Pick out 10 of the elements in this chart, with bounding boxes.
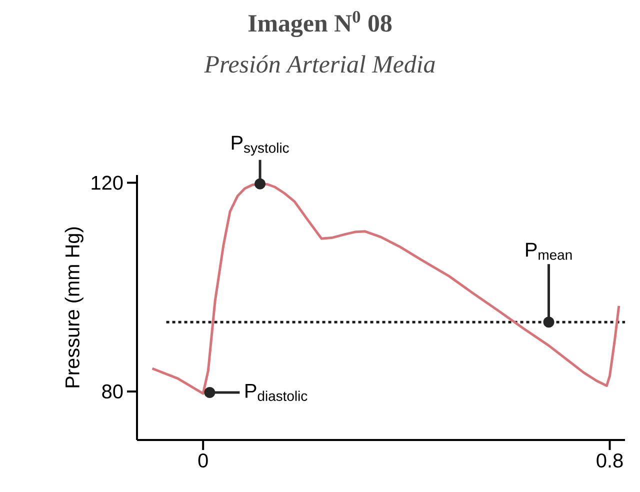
x-tick-label: 0	[198, 454, 208, 468]
x-tick-label: 0.8	[596, 454, 623, 468]
annotation: $\mathrm{P}_{\mathrm{systolic}}$	[232, 136, 289, 156]
annotation: $\mathrm{P}_{\mathrm{diastolic}}$	[246, 384, 308, 401]
chart-title: Imagen N$^{0}$ 08	[248, 10, 392, 38]
chart-subtitle: Presión Arterial Media	[204, 55, 435, 73]
annotation: $\mathrm{P}_{\mathrm{mean}}$	[526, 242, 572, 260]
y-tick-label: 80	[102, 384, 123, 399]
y-axis-title: Pressure (mm Hg)	[64, 227, 84, 388]
y-tick-label: 120	[92, 176, 123, 190]
